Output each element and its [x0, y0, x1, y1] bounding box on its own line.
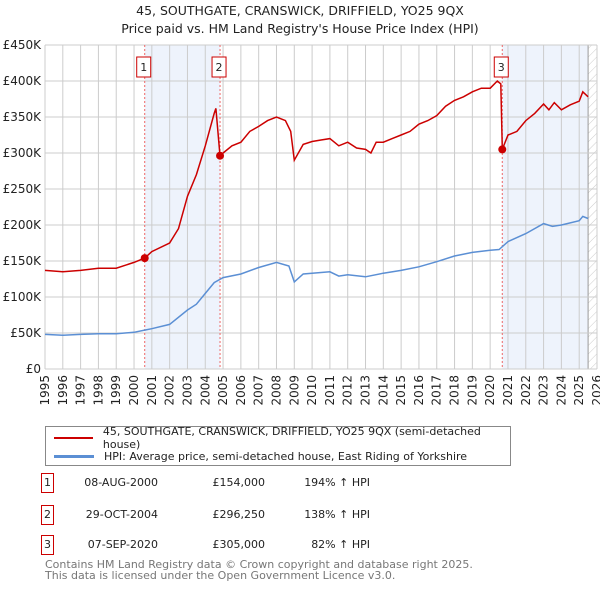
x-tick-label: 2022	[519, 375, 533, 406]
price-chart: 45, SOUTHGATE, CRANSWICK, DRIFFIELD, YO2…	[3, 3, 600, 406]
x-tick-label: 2006	[234, 375, 248, 406]
sale-price: £305,000	[212, 538, 266, 551]
sale-hpi-diff: 82% ↑ HPI	[311, 538, 370, 551]
x-tick-label: 2013	[359, 375, 373, 406]
chart-subtitle: Price paid vs. HM Land Registry's House …	[121, 21, 478, 36]
y-tick-label: £150K	[3, 254, 43, 268]
x-tick-label: 2009	[287, 375, 301, 406]
x-tick-label: 2004	[198, 375, 212, 406]
x-tick-label: 1995	[38, 375, 52, 406]
sale-date: 29-OCT-2004	[85, 508, 158, 521]
hpi-line	[44, 215, 589, 336]
sale-marker-badge: 3	[41, 535, 54, 555]
x-tick-label: 2008	[269, 375, 283, 406]
y-tick-label: £50K	[10, 326, 42, 340]
x-tick-label: 2016	[412, 375, 426, 406]
x-tick-label: 1999	[109, 375, 123, 406]
legend-label: 45, SOUTHGATE, CRANSWICK, DRIFFIELD, YO2…	[102, 425, 481, 451]
x-tick-label: 2000	[127, 375, 141, 406]
x-tick-label: 2019	[465, 375, 479, 406]
sale-label-box	[136, 56, 152, 78]
forecast-hatch	[588, 45, 597, 369]
x-tick-label: 2023	[537, 375, 551, 406]
sale-point	[216, 151, 225, 160]
legend-item-hpi: HPI: Average price, semi-detached house,…	[54, 448, 467, 464]
y-tick-label: £100K	[3, 290, 43, 304]
legend-item-property: 45, SOUTHGATE, CRANSWICK, DRIFFIELD, YO2…	[54, 425, 510, 451]
x-tick-label: 1997	[74, 375, 88, 406]
legend-swatch-blue	[54, 454, 94, 458]
x-tick-label: 2011	[323, 375, 337, 406]
x-tick-label: 2015	[394, 375, 408, 406]
x-tick-label: 2002	[163, 375, 177, 406]
footer-copyright: Contains HM Land Registry data © Crown c…	[45, 558, 473, 571]
sale-label-number: 2	[216, 61, 223, 74]
x-tick-label: 1996	[56, 375, 70, 406]
sale-hpi-diff: 194% ↑ HPI	[304, 476, 370, 489]
sale-price: £296,250	[212, 508, 266, 521]
shaded-period	[144, 45, 221, 369]
x-tick-label: 2014	[376, 375, 390, 406]
x-tick-label: 2017	[430, 375, 444, 406]
y-tick-label: £250K	[3, 182, 43, 196]
y-tick-label: £0	[26, 362, 41, 376]
sale-hpi-diff: 138% ↑ HPI	[304, 508, 370, 521]
x-tick-label: 2018	[448, 375, 462, 406]
legend-label: HPI: Average price, semi-detached house,…	[104, 449, 468, 463]
x-tick-label: 2012	[341, 375, 355, 406]
x-tick-label: 2010	[305, 375, 319, 406]
sale-marker-badge: 1	[41, 473, 54, 493]
footer-licence: This data is licensed under the Open Gov…	[45, 569, 396, 582]
shaded-period	[502, 45, 589, 369]
y-tick-label: £300K	[3, 146, 43, 160]
x-tick-label: 2007	[252, 375, 266, 406]
sale-label-box	[493, 56, 509, 78]
x-tick-label: 2005	[216, 375, 230, 406]
sale-row-3: 3 07-SEP-2020 £305,000 82% ↑ HPI	[0, 535, 600, 555]
sale-label-box	[211, 56, 227, 78]
sale-row-1: 1 08-AUG-2000 £154,000 194% ↑ HPI	[0, 473, 600, 493]
y-tick-label: £350K	[3, 110, 43, 124]
sale-point	[498, 145, 507, 154]
sale-point	[140, 254, 149, 263]
sale-date: 08-AUG-2000	[84, 476, 158, 489]
legend-swatch-red	[54, 437, 93, 439]
sale-marker-badge: 2	[41, 505, 54, 525]
x-tick-label: 2024	[554, 375, 568, 406]
sale-price: £154,000	[212, 476, 266, 489]
x-tick-label: 1998	[91, 375, 105, 406]
footer: Contains HM Land Registry data © Crown c…	[45, 559, 473, 581]
x-tick-label: 2001	[145, 375, 159, 406]
sale-row-2: 2 29-OCT-2004 £296,250 138% ↑ HPI	[0, 505, 600, 525]
legend: 45, SOUTHGATE, CRANSWICK, DRIFFIELD, YO2…	[45, 425, 511, 466]
sale-date: 07-SEP-2020	[87, 538, 158, 551]
x-tick-label: 2021	[501, 375, 515, 406]
x-tick-label: 2026	[590, 375, 600, 406]
x-tick-label: 2025	[572, 375, 586, 406]
chart-title: 45, SOUTHGATE, CRANSWICK, DRIFFIELD, YO2…	[136, 3, 464, 18]
sale-label-number: 1	[140, 61, 147, 74]
price-paid-line	[44, 79, 589, 273]
x-tick-label: 2003	[180, 375, 194, 406]
x-tick-label: 2020	[483, 375, 497, 406]
sale-label-number: 3	[498, 61, 505, 74]
y-tick-label: £450K	[3, 38, 43, 52]
y-tick-label: £200K	[3, 218, 43, 232]
y-tick-label: £400K	[3, 74, 43, 88]
